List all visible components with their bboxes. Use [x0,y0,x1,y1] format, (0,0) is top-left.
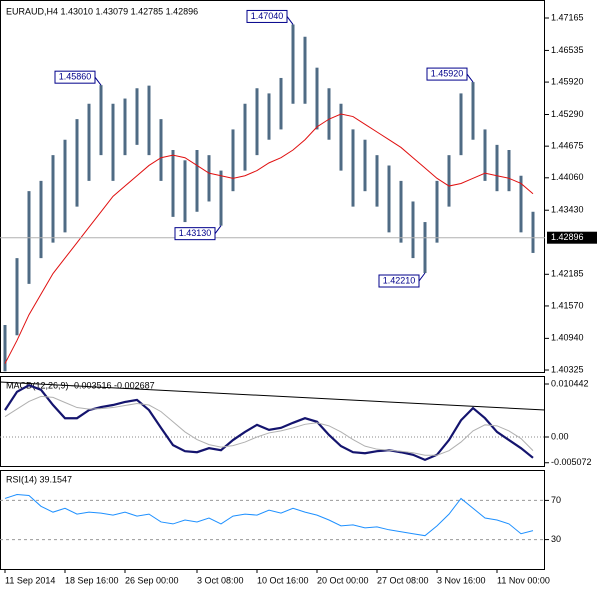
current-price-box [547,231,597,244]
y-tick-label: 1.40325 [551,364,584,374]
y-tick-label: 1.40940 [551,333,584,343]
y-tick-label: -0.005072 [551,457,592,467]
annotation-leader [418,272,426,282]
annotation-label: 1.45860 [59,72,92,82]
x-tick-label: 20 Oct 00:00 [317,575,369,585]
y-tick-label: 1.44060 [551,172,584,182]
moving-average [4,113,534,364]
annotation-box [246,9,288,23]
annotation-box [378,274,420,288]
x-tick-label: 26 Sep 00:00 [125,575,179,585]
x-tick-label: 11 Nov 00:00 [497,575,550,585]
rsi-title: RSI(14) 39.1547 [6,474,72,484]
y-tick-label: 30 [551,534,561,544]
annotation-label: 1.42210 [383,275,416,285]
y-tick-label: 1.41570 [551,300,584,310]
y-tick-label: 1.42185 [551,269,584,279]
price-panel [0,0,545,373]
trend-line [0,381,546,411]
y-tick-label: 1.43430 [551,205,584,215]
macd-title: MACD(12,26,9) -0.003516 -0.002687 [6,380,155,390]
y-tick-label: 1.47165 [551,12,584,22]
y-tick-label: 0.010442 [551,378,589,388]
x-tick-label: 3 Oct 08:00 [197,575,244,585]
x-tick-label: 27 Oct 08:00 [377,575,429,585]
annotation-leader [214,225,222,234]
x-tick-label: 11 Sep 2014 [5,575,55,585]
x-tick-label: 3 Nov 16:00 [437,575,486,585]
y-tick-label: 70 [551,495,561,505]
y-tick-label: 1.44675 [551,141,584,151]
annotation-box [54,70,96,84]
annotation-leader [94,76,102,86]
annotation-label: 1.43130 [179,228,212,238]
annotation-label: 1.45920 [431,68,464,78]
y-tick-label: 1.45920 [551,76,584,86]
current-price-label: 1.42896 [551,232,584,242]
indicator-line [4,494,534,537]
annotation-box [426,67,468,81]
x-tick-label: 18 Sep 16:00 [65,575,119,585]
indicator-line [4,384,534,462]
y-tick-label: 1.45290 [551,109,584,119]
y-tick-label: 1.46535 [551,45,584,55]
rsi-panel [0,470,545,570]
indicator-line [4,395,534,456]
macd-panel [0,376,545,467]
annotation-leader [286,16,294,25]
x-tick-label: 10 Oct 16:00 [257,575,309,585]
annotation-label: 1.47040 [251,11,284,21]
y-tick-label: 0.00 [551,431,569,441]
annotation-box [174,227,216,241]
price-title: EURAUD,H4 1.43010 1.43079 1.42785 1.4289… [6,6,198,16]
annotation-leader [466,73,474,83]
